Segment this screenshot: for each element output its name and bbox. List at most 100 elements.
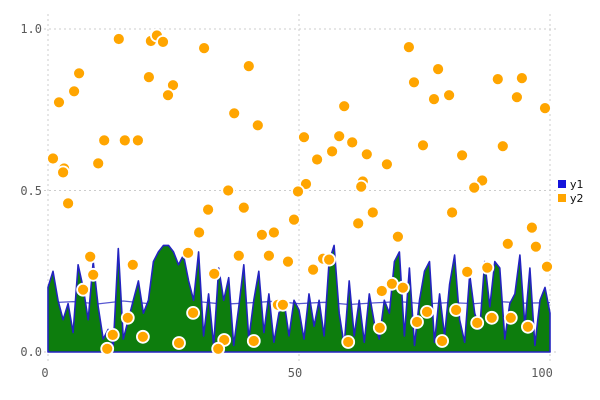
scatter-point-y2: [221, 183, 236, 198]
legend-swatch-y2-icon: [558, 194, 566, 202]
scatter-point-y2: [236, 200, 251, 215]
scatter-point-y2: [500, 236, 515, 251]
scatter-point-y2: [181, 245, 196, 260]
scatter-point-y2: [442, 88, 457, 103]
scatter-point-y2: [401, 40, 416, 54]
scatter-point-y2: [120, 310, 135, 325]
scatter-point-y2: [449, 303, 464, 317]
scatter-point-y2: [231, 248, 246, 263]
scatter-point-y2: [161, 88, 175, 103]
legend-label-y1: y1: [570, 177, 584, 191]
scatter-point-y2: [510, 90, 524, 105]
scatter-point-y2: [420, 304, 434, 319]
scatter-point-y2: [186, 305, 201, 320]
scatter-point-y2: [125, 257, 140, 272]
scatter-point-y2: [192, 225, 207, 240]
scatter-point-y2: [246, 334, 261, 348]
scatter-point-y2: [490, 72, 505, 86]
legend-item-y1: y1: [558, 177, 584, 191]
scatter-point-y2: [287, 212, 301, 227]
scatter-point-y2: [56, 165, 70, 180]
legend: y1 y2: [558, 177, 584, 205]
scatter-point-y2: [525, 220, 539, 235]
scatter-point-y2: [111, 32, 126, 46]
scatter-point-y2: [341, 335, 356, 349]
scatter-point-y2: [266, 225, 281, 240]
scatter-point-y2: [538, 101, 552, 115]
scatter-point-y2: [390, 229, 405, 244]
y1-area: [47, 244, 551, 353]
scatter-point-y2: [379, 157, 394, 172]
scatter-point-y2: [460, 264, 475, 279]
scatter-point-y2: [72, 66, 86, 81]
scatter-point-y2: [515, 71, 529, 85]
scatter-point-y2: [83, 249, 98, 264]
scatter-point-y2: [76, 282, 90, 297]
scatter-point-y2: [395, 280, 410, 295]
scatter-point-y2: [332, 129, 347, 144]
scatter-point-y2: [410, 315, 424, 329]
scatter-point-y2: [521, 319, 535, 334]
scatter-point-y2: [529, 239, 543, 254]
scatter-point-y2: [374, 284, 389, 298]
scatter-point-y2: [172, 336, 186, 350]
scatter-point-y2: [100, 341, 115, 356]
scatter-point-y2: [105, 327, 120, 342]
scatter-point-y2: [470, 315, 485, 330]
x-tick-label-50: 50: [287, 366, 303, 380]
x-tick-label-100: 100: [531, 366, 553, 380]
scatter-point-y2: [254, 227, 269, 242]
scatter-point-y2: [275, 297, 290, 312]
scatter-point-y2: [359, 147, 374, 162]
scatter-point-y2: [416, 138, 430, 153]
legend-label-y2: y2: [570, 191, 584, 205]
scatter-point-y2: [297, 130, 311, 145]
scatter-point-y2: [117, 133, 132, 148]
scatter-point-y2: [306, 262, 321, 277]
scatter-point-y2: [351, 216, 366, 231]
x-tick-label-0: 0: [41, 366, 49, 380]
scatter-point-y2: [281, 254, 295, 269]
scatter-point-y2: [484, 310, 499, 325]
scatter-point-y2: [467, 180, 482, 195]
scatter-point-y2: [91, 156, 106, 171]
scatter-point-y2: [455, 148, 470, 163]
y1-mean-line: [47, 300, 551, 306]
y-tick-label-1.0: 1.0: [20, 22, 42, 36]
scatter-point-y2: [141, 70, 156, 84]
scatter-point-y2: [86, 267, 101, 282]
scatter-point-y2: [135, 329, 150, 344]
scatter-point-y2: [156, 35, 170, 49]
scatter-point-y2: [503, 310, 518, 325]
scatter-point-y2: [322, 252, 337, 267]
scatter-point-y2: [310, 152, 325, 167]
scatter-point-y2: [97, 133, 112, 148]
scatter-point-y2: [207, 266, 222, 281]
scatter-point-y2: [372, 320, 387, 335]
scatter-point-y2: [431, 62, 446, 76]
scatter-point-y2: [261, 248, 276, 263]
scatter-point-y2: [197, 41, 212, 55]
scatter-point-y2: [211, 341, 226, 356]
scatter-point-y2: [291, 184, 305, 199]
y-tick-label-0.0: 0.0: [20, 345, 42, 359]
scatter-point-y2: [337, 99, 352, 114]
legend-item-y2: y2: [558, 191, 584, 205]
scatter-point-y2: [435, 334, 450, 348]
scatter-point-y2: [130, 133, 145, 148]
scatter-point-y2: [345, 135, 360, 150]
scatter-point-y2: [407, 75, 421, 90]
scatter-point-y2: [46, 151, 60, 166]
scatter-point-y2: [241, 59, 256, 73]
scatter-point-y2: [445, 205, 460, 220]
scatter-point-y2: [365, 205, 380, 220]
scatter-point-y2: [52, 95, 66, 110]
scatter-point-y2: [201, 202, 216, 217]
scatter-point-y2: [67, 84, 81, 99]
scatter-point-y2: [427, 92, 441, 106]
scatter-point-y2: [354, 179, 369, 194]
scatter-point-y2: [250, 118, 265, 133]
y-tick-label-0.5: 0.5: [20, 184, 42, 198]
scatter-point-y2: [325, 144, 340, 159]
